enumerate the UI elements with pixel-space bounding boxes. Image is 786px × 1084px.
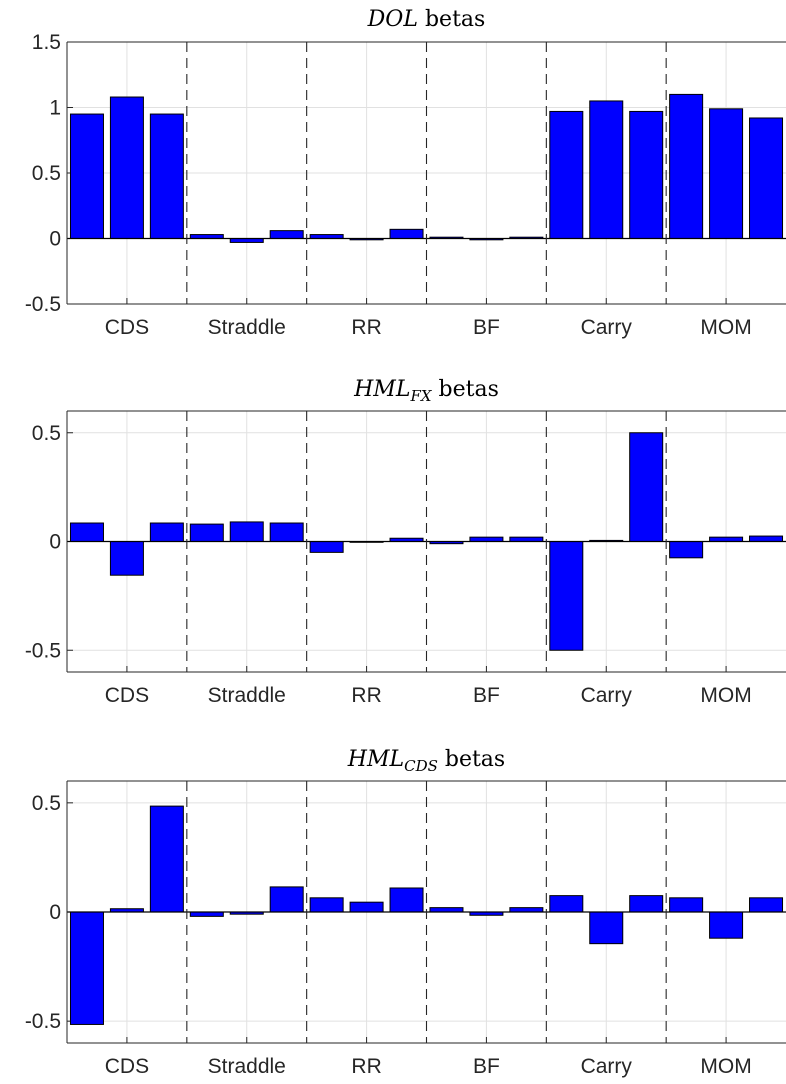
bar bbox=[549, 895, 584, 913]
bar bbox=[749, 535, 784, 542]
x-tick-label-rr: RR bbox=[351, 1055, 381, 1078]
bar bbox=[309, 541, 344, 553]
bar bbox=[469, 536, 504, 543]
bar bbox=[669, 93, 704, 240]
bar bbox=[269, 522, 304, 543]
chart-panel-1: -0.5 0 0.5 1 1.5 CDS Straddle RR BF Carry MOM DOL b… bbox=[25, 7, 786, 339]
y-tick-label: 1.5 bbox=[32, 31, 61, 54]
chart-title: HMLFX betas bbox=[353, 377, 499, 405]
bar bbox=[509, 907, 544, 913]
y-tick-label: 0 bbox=[49, 531, 61, 554]
x-tick-label-cds: CDS bbox=[105, 316, 149, 339]
bar bbox=[189, 523, 224, 542]
x-tick-label-mom: MOM bbox=[700, 684, 751, 707]
y-tick-label: 0.5 bbox=[32, 792, 61, 815]
bar bbox=[269, 886, 304, 913]
bar bbox=[309, 897, 344, 913]
bar bbox=[109, 96, 144, 239]
x-tick-label-cds: CDS bbox=[105, 1055, 149, 1078]
y-tick-label: 0.5 bbox=[32, 162, 61, 185]
x-tick-label-bf: BF bbox=[473, 1055, 500, 1078]
x-tick-label-mom: MOM bbox=[700, 316, 751, 339]
title-suffix: betas bbox=[432, 377, 499, 402]
bar bbox=[669, 897, 704, 913]
bar bbox=[549, 110, 584, 239]
x-tick-label-bf: BF bbox=[473, 316, 500, 339]
bar bbox=[429, 907, 464, 913]
x-tick-label-rr: RR bbox=[351, 684, 381, 707]
bar bbox=[389, 228, 424, 240]
bar bbox=[349, 901, 384, 913]
title-math: HML bbox=[353, 377, 410, 402]
chart-title: DOL betas bbox=[367, 7, 486, 32]
bar bbox=[269, 230, 304, 239]
bar bbox=[509, 536, 544, 543]
x-tick-label-straddle: Straddle bbox=[208, 684, 286, 707]
bar bbox=[549, 541, 584, 651]
bar bbox=[389, 887, 424, 913]
bar bbox=[69, 522, 104, 543]
y-tick-label: 0 bbox=[49, 901, 61, 924]
chart-title: HMLCDS betas bbox=[347, 747, 505, 775]
y-tick-label: 1 bbox=[49, 97, 61, 120]
bar bbox=[629, 432, 664, 542]
bar bbox=[589, 911, 624, 945]
y-tick-label: 0 bbox=[49, 228, 61, 251]
title-math: HML bbox=[347, 747, 404, 772]
chart-panel-2: -0.5 0 0.5 CDS Straddle RR BF Carry MOM HMLFX bet… bbox=[25, 377, 786, 707]
x-tick-label-carry: Carry bbox=[581, 684, 633, 707]
y-tick-label: 0.5 bbox=[32, 422, 61, 445]
bar bbox=[149, 805, 184, 913]
x-tick-label-rr: RR bbox=[351, 316, 381, 339]
bar bbox=[749, 897, 784, 913]
bar bbox=[669, 541, 704, 559]
bar bbox=[69, 113, 104, 239]
title-subscript: FX bbox=[409, 387, 432, 405]
bar bbox=[69, 911, 104, 1025]
y-tick-label: -0.5 bbox=[25, 293, 61, 316]
bar bbox=[749, 117, 784, 239]
bar bbox=[109, 541, 144, 576]
title-math: DOL bbox=[367, 7, 418, 32]
y-tick-label: -0.5 bbox=[25, 639, 61, 662]
bar bbox=[709, 536, 744, 543]
title-suffix: betas bbox=[438, 747, 505, 772]
bar bbox=[589, 100, 624, 239]
bar bbox=[149, 113, 184, 239]
x-tick-label-mom: MOM bbox=[700, 1055, 751, 1078]
x-tick-label-cds: CDS bbox=[105, 684, 149, 707]
bar bbox=[709, 108, 744, 239]
y-tick-label: -0.5 bbox=[25, 1010, 61, 1033]
bar bbox=[709, 911, 744, 939]
bar bbox=[629, 110, 664, 239]
x-tick-label-bf: BF bbox=[473, 684, 500, 707]
x-tick-label-straddle: Straddle bbox=[208, 1055, 286, 1078]
x-tick-label-carry: Carry bbox=[581, 1055, 633, 1078]
x-tick-label-carry: Carry bbox=[581, 316, 633, 339]
x-tick-label-straddle: Straddle bbox=[208, 316, 286, 339]
bar bbox=[149, 522, 184, 543]
bar bbox=[629, 895, 664, 913]
bar bbox=[229, 521, 264, 542]
bar bbox=[189, 911, 224, 917]
title-subscript: CDS bbox=[404, 757, 438, 775]
title-suffix: betas bbox=[418, 7, 485, 32]
